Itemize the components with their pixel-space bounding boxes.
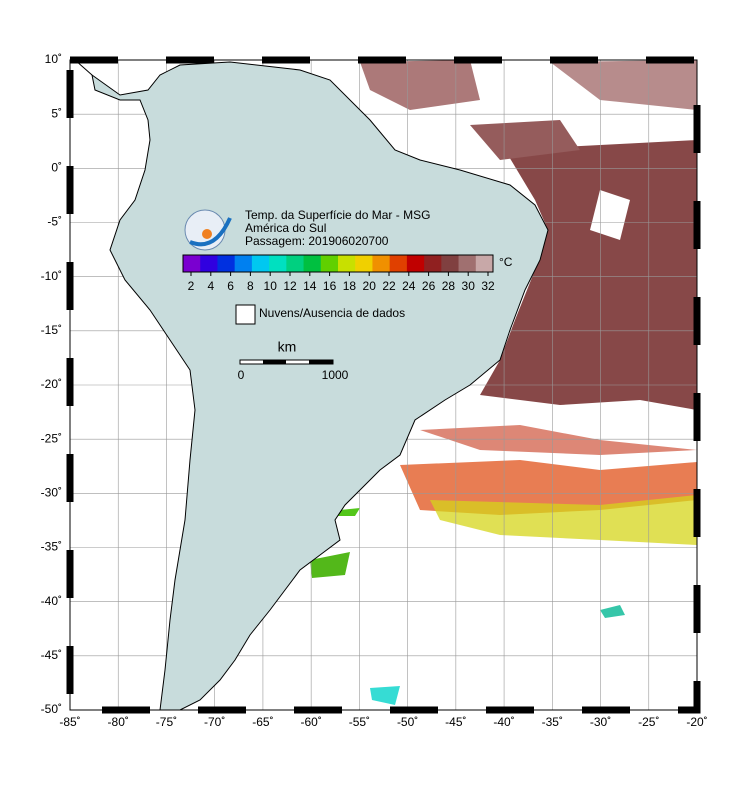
lon-tick-label: -50˚ [397, 715, 418, 729]
colorbar-tick-label: 30 [462, 279, 476, 293]
lon-tick-label: -45˚ [445, 715, 466, 729]
lat-tick-label: -15˚ [41, 323, 62, 337]
colorbar-segment [355, 255, 373, 272]
lon-tick-label: -25˚ [638, 715, 659, 729]
map-border [69, 59, 698, 711]
lon-tick-label: -80˚ [108, 715, 129, 729]
legend-label: Nuvens/Ausencia de dados [259, 306, 405, 320]
colorbar-segment [441, 255, 460, 272]
colorbar-segment [217, 255, 236, 272]
colorbar-tick-label: 22 [382, 279, 396, 293]
colorbar-segment [251, 255, 270, 272]
lat-tick-label: -25˚ [41, 431, 62, 445]
colorbar-segment [286, 255, 305, 272]
lat-tick-label: -40˚ [41, 594, 62, 608]
colorbar-tick-label: 32 [481, 279, 495, 293]
colorbar-tick-label: 4 [207, 279, 214, 293]
lon-tick-label: -30˚ [590, 715, 611, 729]
lat-tick-label: -20˚ [41, 377, 62, 391]
colorbar-segment [458, 255, 477, 272]
logo [184, 209, 232, 251]
lon-tick-label: -85˚ [59, 715, 80, 729]
sst-field [310, 60, 697, 705]
colorbar-segment [406, 255, 425, 272]
colorbar-tick-label: 26 [422, 279, 436, 293]
lat-tick-label: 0˚ [51, 161, 62, 175]
scale-end: 1000 [322, 368, 349, 382]
lat-tick-label: -35˚ [41, 540, 62, 554]
colorbar-tick-label: 16 [323, 279, 337, 293]
colorbar-segment [389, 255, 408, 272]
colorbar-tick-label: 2 [188, 279, 195, 293]
lon-tick-label: -65˚ [252, 715, 273, 729]
colorbar-segment [269, 255, 287, 272]
legend-swatch [235, 304, 256, 325]
colorbar-segment [234, 255, 253, 272]
colorbar-tick-label: 14 [303, 279, 317, 293]
lon-tick-label: -35˚ [542, 715, 563, 729]
lon-tick-label: -70˚ [204, 715, 225, 729]
colorbar-segment [183, 255, 201, 272]
colorbar-tick-label: 28 [442, 279, 456, 293]
lat-tick-label: -30˚ [41, 486, 62, 500]
colorbar-tick-label: 8 [247, 279, 254, 293]
scale-unit: km [278, 339, 297, 355]
lon-tick-label: -40˚ [493, 715, 514, 729]
colorbar-segment [338, 255, 356, 272]
colorbar-tick-label: 12 [283, 279, 297, 293]
colorbar-segment [303, 255, 322, 272]
colorbar-segment [372, 255, 391, 272]
title: Temp. da Superfície do Mar - MSG [245, 208, 430, 222]
scale-bar [239, 359, 334, 365]
lon-tick-label: -20˚ [686, 715, 707, 729]
colorbar-tick-label: 24 [402, 279, 416, 293]
colorbar-tick-label: 6 [227, 279, 234, 293]
colorbar-tick-label: 20 [363, 279, 377, 293]
lat-tick-label: -50˚ [41, 702, 62, 716]
lon-tick-label: -75˚ [156, 715, 177, 729]
colorbar-unit: °C [499, 255, 513, 269]
lon-tick-label: -60˚ [300, 715, 321, 729]
lat-tick-label: -10˚ [41, 269, 62, 283]
colorbar-segment [424, 255, 442, 272]
lat-tick-label: -5˚ [47, 215, 62, 229]
pass: Passagem: 201906020700 [245, 234, 389, 248]
lon-tick-label: -55˚ [349, 715, 370, 729]
colorbar-segment [475, 255, 494, 272]
scale-start: 0 [238, 368, 245, 382]
colorbar-tick-label: 18 [343, 279, 357, 293]
colorbar-segment [200, 255, 218, 272]
lat-tick-label: 10˚ [45, 52, 62, 66]
colorbar: 2 4 6 8 10 12 14 16 18 20 22 24 26 28 30 32 [182, 254, 495, 293]
lat-tick-label: 5˚ [51, 106, 62, 120]
colorbar-tick-label: 10 [264, 279, 278, 293]
lat-tick-label: -45˚ [41, 648, 62, 662]
region: América do Sul [245, 221, 326, 235]
colorbar-border [182, 254, 494, 273]
colorbar-segment [320, 255, 339, 272]
